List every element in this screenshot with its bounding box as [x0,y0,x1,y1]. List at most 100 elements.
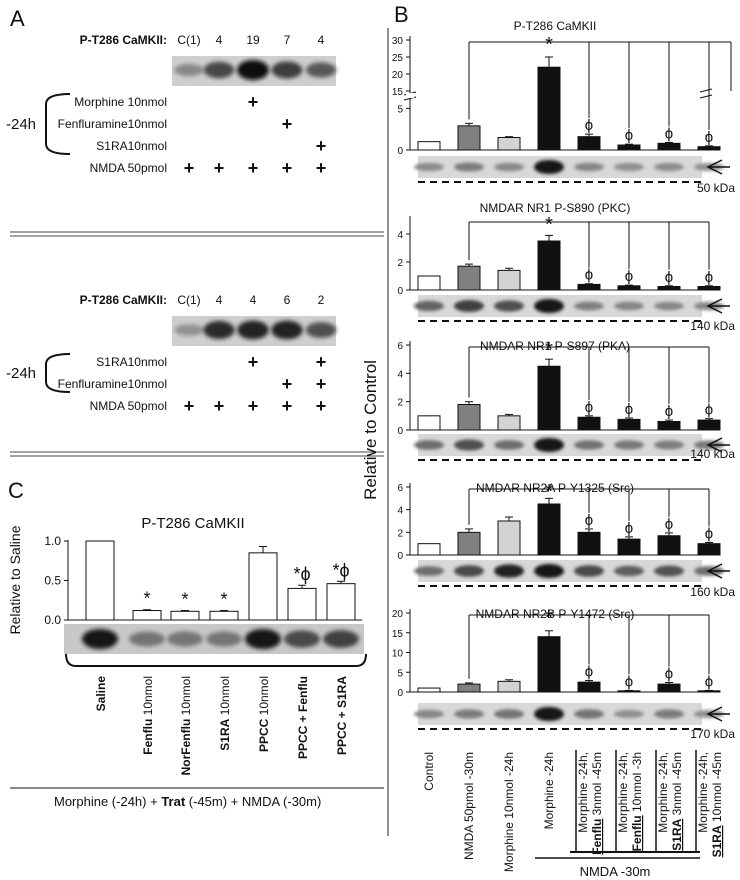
blot-band [305,322,337,338]
blot-band [284,630,320,648]
separator-lines [10,231,384,457]
lane-ratio-label: 4 [216,33,223,47]
blot-band [614,301,644,311]
category-label: PPCC 10nmol [257,676,271,752]
y-tick-label: 0 [397,286,403,297]
blot-band [534,299,564,313]
bar [657,421,681,431]
blot-band [654,709,684,719]
chart-title: P-T286 CaMKII [514,19,597,33]
x-category-label-rest: 10nmol -45m [710,752,724,825]
blot-band [323,630,359,648]
blot-band [454,300,484,312]
y-tick-label: 10 [392,649,404,660]
bar [326,583,356,621]
x-category-label-line2: Fenflu 3nmol -45m [590,752,604,855]
category-label: S1RA 10nmol [218,676,232,751]
significance-mark: * [143,589,150,609]
significance-mark: * [545,214,553,236]
significance-mark: ϕ [585,117,593,134]
panel-c-letter: C [8,478,24,503]
marker-arrow [706,563,730,579]
bar [417,543,441,556]
blot-band [534,438,564,452]
bar [497,269,521,291]
blot-strip [414,560,724,582]
blot-band [494,162,524,172]
significance-mark: * [545,607,553,629]
bar [497,415,521,431]
significance-mark: ϕ [625,268,633,285]
treatment-label: Fenfluramine10nmol [58,117,167,131]
bar [577,136,601,151]
bar [617,144,641,151]
blot-band [82,629,118,649]
x-category-label-line1: Morphine -24h, [576,752,590,833]
panel-c-title: P-T286 CaMKII [141,515,244,532]
chart-title: NMDAR NR1 P-S897 (PKA) [480,339,630,353]
x-category-label-line1: Morphine -24h, [656,752,670,833]
blot-band [654,565,684,577]
bar [85,540,115,621]
panel-b-chart-5: NMDAR NR2B P-Y1472 (Src) 0 5 10 15 20 * ϕ ϕ ϕ ϕ 170… [392,607,735,741]
bar [457,404,481,431]
category-name: PPCC + S1RA [335,676,349,755]
bar [657,535,681,556]
treatment-label: S1RA10nmol [96,355,167,369]
significance-mark: * [181,590,188,610]
panel-b-chart-1: P-T286 CaMKII 0 5 15 20 25 30 * ϕ ϕ ϕ ϕ 50 kDa [392,19,735,195]
significance-mark: ϕ [585,399,593,416]
blot-band [654,301,684,311]
time-label: -24h [6,365,36,382]
bar [170,610,200,621]
axis-break-mark-right [699,88,713,99]
blot-band [206,631,242,647]
blot-band [654,162,684,172]
bar [497,680,521,693]
significance-mark: ϕ [665,126,673,143]
category-dose: 10nmol [179,676,193,715]
blot-band [167,631,203,647]
category-label: PPCC + Fenflu [296,676,310,759]
y-tick-label: 2 [397,258,403,269]
bar [497,137,521,151]
category-label: Fenflu 10nmol [141,676,155,755]
blot-band [237,320,269,340]
bar [537,240,561,291]
y-tick-label: 0.0 [44,613,61,627]
panel-b-letter: B [394,2,409,27]
significance-mark: ϕ [665,269,673,286]
significance-mark: * [220,590,227,610]
y-tick-label: 5 [397,104,403,115]
y-tick-label: 4 [397,230,403,241]
plus-sign: + [248,352,259,372]
lane-ratio-label: C(1) [177,293,200,307]
significance-mark: * [545,339,553,361]
bar [617,285,641,291]
blot-band [574,440,604,450]
panel-b-chart-3: NMDAR NR1 P-S897 (PKA) 0 2 4 6 * ϕ ϕ ϕ ϕ 140 kDa [397,339,735,461]
y-tick-label: 0 [397,688,403,699]
molecular-weight-label: 140 kDa [690,447,735,461]
significance-mark: ϕ [665,516,673,533]
bar [132,610,162,621]
x-category-label-bold: S1RA [710,825,724,857]
bar [617,690,641,693]
blot-band [494,300,524,312]
x-category-label-line2: S1RA 3nmol -45m [670,752,684,851]
x-category-label-line2: Fenflu 10nmol -3h [630,752,644,851]
blot-band [237,60,269,80]
lane-ratio-label: 6 [284,293,291,307]
plus-sign: + [282,158,293,178]
bar [577,416,601,431]
blot-strip [414,156,724,178]
bar [457,125,481,151]
significance-mark: *ϕ [293,564,310,584]
significance-mark: ϕ [625,401,633,418]
time-bracket [45,353,71,393]
x-category-label: Control [422,752,436,791]
y-tick-label: 6 [397,341,403,352]
bar [417,141,441,151]
